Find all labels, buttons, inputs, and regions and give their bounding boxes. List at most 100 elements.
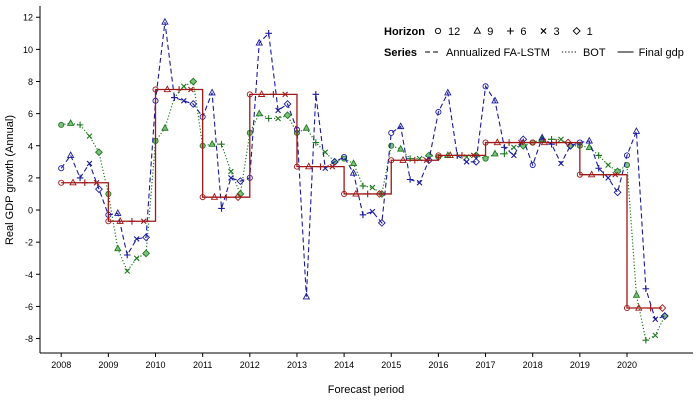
point-marker [435, 109, 442, 116]
point-marker [548, 140, 555, 148]
point-marker [642, 336, 650, 344]
point-marker [558, 160, 564, 167]
y-tick-label: 2 [28, 173, 33, 183]
point-marker [180, 97, 187, 104]
point-marker [330, 157, 339, 166]
legend: Horizon 12 9 6 3 1 Series Annualized FA-LSTM… [384, 26, 684, 59]
x-tick-label: 2012 [240, 360, 260, 370]
point-marker [76, 174, 84, 182]
point-marker [369, 208, 376, 215]
legend-series-item: Final gdp [617, 47, 684, 59]
point-marker [265, 115, 272, 122]
point-marker [114, 244, 122, 252]
x-tick-label: 2019 [570, 360, 590, 370]
point-marker [341, 153, 348, 161]
point-marker [359, 211, 367, 219]
point-marker [58, 165, 65, 172]
point-marker [86, 133, 93, 139]
point-marker [140, 218, 147, 225]
y-tick-label: 8 [28, 77, 33, 87]
point-marker [501, 144, 508, 151]
point-marker [255, 109, 263, 117]
point-marker [399, 155, 407, 163]
point-marker [359, 182, 367, 190]
x-tick-label: 2015 [381, 360, 401, 370]
point-marker [652, 316, 659, 323]
point-marker [396, 122, 405, 130]
point-marker [388, 157, 395, 164]
point-marker [613, 188, 622, 197]
point-marker [423, 157, 430, 164]
point-marker [635, 303, 643, 311]
point-marker [375, 190, 384, 198]
legend-series-label: BOT [583, 47, 606, 59]
point-marker [482, 155, 489, 162]
point-marker [105, 218, 112, 225]
point-marker [416, 179, 423, 186]
point-marker [501, 150, 508, 158]
point-marker [81, 179, 89, 187]
point-marker [540, 138, 549, 146]
point-marker [283, 100, 292, 108]
legend-series: Series Annualized FA-LSTM BOT Final gdp [384, 47, 684, 59]
y-tick-label: -2 [25, 238, 33, 248]
point-marker [270, 91, 277, 98]
point-marker [505, 139, 513, 146]
point-marker [605, 175, 611, 181]
point-marker [434, 27, 442, 35]
point-marker [613, 167, 622, 176]
point-marker [228, 168, 234, 175]
point-marker [632, 290, 641, 298]
point-marker [128, 217, 136, 225]
point-marker [473, 26, 482, 34]
point-marker [652, 332, 659, 339]
point-marker [293, 163, 300, 170]
point-marker [275, 115, 281, 122]
point-marker [283, 111, 292, 120]
point-marker [189, 77, 198, 86]
point-marker [576, 171, 583, 178]
x-tick-label: 2010 [145, 360, 165, 370]
y-tick-label: -4 [25, 270, 33, 280]
y-ticks: -8 -6 -4 -2 0 2 4 6 8 10 12 [23, 13, 40, 344]
y-tick-label: -6 [25, 302, 33, 312]
point-marker [364, 190, 371, 198]
point-marker [491, 96, 499, 104]
point-marker [388, 129, 395, 136]
point-marker [406, 176, 414, 183]
point-marker [208, 139, 216, 147]
point-marker [218, 205, 225, 212]
x-tick-label: 2016 [428, 360, 448, 370]
legend-horizon-item: 6 [506, 26, 527, 38]
y-tick-label: 10 [23, 45, 33, 55]
point-marker [647, 304, 654, 312]
point-marker [642, 285, 650, 293]
point-marker [463, 158, 470, 165]
point-marker [587, 170, 596, 178]
point-marker [265, 30, 272, 37]
point-marker [444, 88, 452, 96]
point-marker [236, 177, 245, 186]
point-marker [222, 193, 230, 201]
plot-area [58, 17, 669, 344]
point-marker [76, 121, 84, 129]
x-tick-label: 2013 [287, 360, 307, 370]
legend-horizon-item: 12 [434, 26, 460, 38]
legend-horizon-label: 12 [448, 26, 460, 38]
legend-horizon-label: 3 [554, 26, 560, 38]
legend-horizon-label: 6 [520, 26, 526, 38]
point-marker [605, 162, 611, 168]
point-marker [538, 133, 546, 141]
point-marker [86, 160, 93, 167]
point-marker [133, 255, 140, 262]
point-marker [493, 138, 502, 146]
point-marker [425, 156, 433, 165]
point-marker [660, 312, 669, 320]
x-tick-label: 2011 [193, 360, 212, 370]
series-final [58, 85, 667, 312]
point-marker [510, 152, 517, 159]
point-marker [472, 157, 481, 166]
point-marker [161, 17, 169, 25]
point-marker [69, 178, 77, 186]
point-marker [142, 249, 151, 258]
